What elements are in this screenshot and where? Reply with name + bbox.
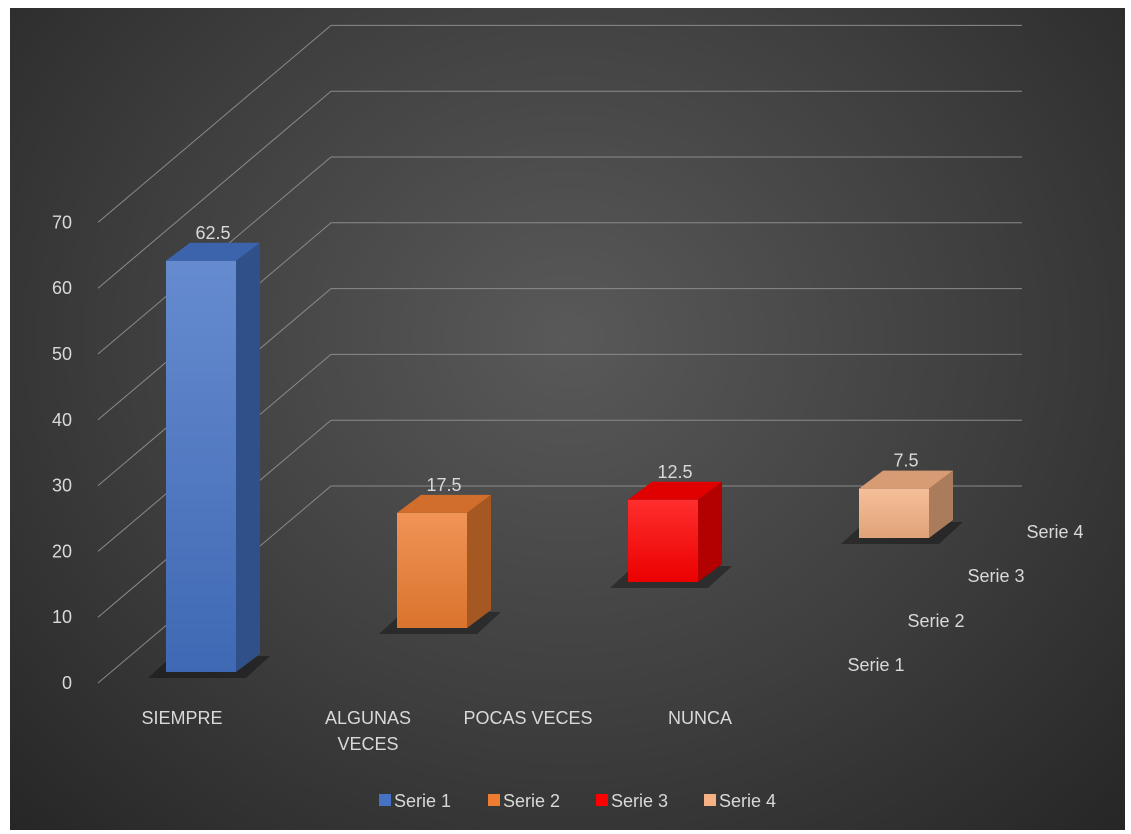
bars <box>166 242 953 672</box>
bar-front-face <box>859 488 929 538</box>
y-tick-label: 40 <box>52 410 72 430</box>
category-axis: SIEMPRE ALGUNAS VECES POCAS VECES NUNCA <box>141 708 732 754</box>
y-tick-label: 30 <box>52 476 72 496</box>
bar-front-face <box>166 260 236 672</box>
y-tick-label: 10 <box>52 607 72 627</box>
y-axis: 0 10 20 30 40 50 60 70 <box>52 212 72 693</box>
bar-side-face <box>467 494 491 628</box>
y-tick-label: 0 <box>62 673 72 693</box>
legend-label: Serie 4 <box>719 791 776 811</box>
bar-top-face <box>859 470 953 489</box>
series-depth-axis: Serie 1 Serie 2 Serie 3 Serie 4 <box>847 522 1083 675</box>
legend-item: Serie 3 <box>596 791 668 811</box>
legend-label: Serie 2 <box>503 791 560 811</box>
data-labels: 62.5 17.5 12.5 7.5 <box>195 223 918 495</box>
bar-serie-3 <box>628 481 722 582</box>
data-label: 7.5 <box>893 451 918 471</box>
category-label: SIEMPRE <box>141 708 222 728</box>
data-label: 62.5 <box>195 223 230 243</box>
category-label: POCAS VECES <box>463 708 592 728</box>
legend-item: Serie 4 <box>704 791 776 811</box>
legend-swatch <box>704 794 716 806</box>
chart-canvas: 0 10 20 30 40 50 60 70 62.5 17.5 12.5 7.5 SIEMPRE A… <box>52 24 1084 811</box>
category-label: ALGUNAS VECES <box>325 708 411 754</box>
depth-axis-label: Serie 1 <box>847 655 904 675</box>
legend-swatch <box>596 794 608 806</box>
depth-axis-label: Serie 3 <box>967 566 1024 586</box>
category-label: NUNCA <box>668 708 732 728</box>
bar-serie-2 <box>397 494 491 628</box>
gridline <box>97 24 1022 223</box>
bar-top-face <box>166 242 260 261</box>
y-tick-label: 50 <box>52 344 72 364</box>
legend-item: Serie 2 <box>488 791 560 811</box>
y-tick-label: 20 <box>52 541 72 561</box>
data-label: 17.5 <box>426 475 461 495</box>
legend-swatch <box>488 794 500 806</box>
bar-front-face <box>397 512 467 628</box>
bar-top-face <box>397 494 491 513</box>
bar-side-face <box>698 481 722 582</box>
y-tick-label: 70 <box>52 212 72 232</box>
bar-side-face <box>929 470 953 538</box>
legend-label: Serie 1 <box>394 791 451 811</box>
bar-top-face <box>628 481 722 500</box>
y-tick-label: 60 <box>52 278 72 298</box>
bar-shadows <box>148 522 963 678</box>
depth-axis-label: Serie 4 <box>1026 522 1083 542</box>
legend-swatch <box>379 794 391 806</box>
bar-serie-1 <box>166 242 260 672</box>
legend-label: Serie 3 <box>611 791 668 811</box>
legend-item: Serie 1 <box>379 791 451 811</box>
legend: Serie 1 Serie 2 Serie 3 Serie 4 <box>379 791 776 811</box>
data-label: 12.5 <box>657 462 692 482</box>
chart-area: 0 10 20 30 40 50 60 70 62.5 17.5 12.5 7.5 SIEMPRE A… <box>10 8 1125 830</box>
depth-axis-label: Serie 2 <box>907 611 964 631</box>
bar-serie-4 <box>859 470 953 538</box>
bar-front-face <box>628 499 698 582</box>
gridline <box>97 90 1022 289</box>
bar-side-face <box>236 242 260 672</box>
